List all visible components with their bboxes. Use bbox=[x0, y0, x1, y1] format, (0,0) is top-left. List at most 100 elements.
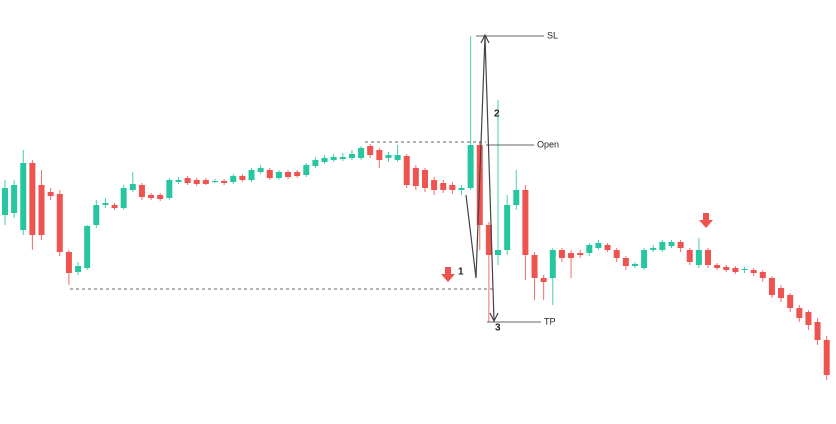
body bbox=[613, 250, 620, 258]
body bbox=[266, 170, 273, 178]
body bbox=[348, 154, 355, 158]
level-label: Open bbox=[537, 139, 559, 149]
body bbox=[440, 183, 447, 190]
candles bbox=[2, 36, 830, 380]
body bbox=[75, 266, 82, 272]
body bbox=[148, 195, 155, 198]
body bbox=[504, 205, 511, 250]
body bbox=[38, 185, 45, 235]
arrowhead-down bbox=[489, 312, 499, 323]
body bbox=[568, 253, 575, 258]
body bbox=[604, 245, 611, 250]
body bbox=[358, 148, 365, 158]
level-label: TP bbox=[544, 316, 556, 326]
body bbox=[787, 295, 794, 308]
body bbox=[11, 185, 18, 213]
body bbox=[814, 322, 821, 340]
body bbox=[376, 150, 383, 160]
body bbox=[102, 203, 109, 205]
body bbox=[303, 165, 310, 175]
body bbox=[321, 158, 328, 162]
body bbox=[257, 168, 264, 172]
body bbox=[641, 250, 648, 268]
body bbox=[202, 180, 209, 184]
body bbox=[230, 176, 237, 182]
body bbox=[84, 226, 91, 268]
level-label: SL bbox=[547, 30, 558, 40]
body bbox=[385, 155, 392, 158]
body bbox=[650, 248, 657, 250]
body bbox=[531, 255, 538, 278]
body bbox=[714, 265, 721, 268]
body bbox=[56, 194, 63, 252]
body bbox=[805, 312, 812, 325]
body bbox=[577, 253, 584, 255]
body bbox=[595, 243, 602, 248]
body bbox=[485, 225, 492, 255]
body bbox=[549, 250, 556, 278]
body bbox=[750, 270, 757, 273]
body bbox=[458, 188, 465, 190]
body bbox=[339, 157, 346, 159]
body bbox=[677, 242, 684, 248]
body bbox=[367, 146, 374, 155]
body bbox=[823, 340, 830, 375]
body bbox=[723, 267, 730, 270]
body bbox=[129, 184, 136, 190]
body bbox=[622, 258, 629, 266]
body bbox=[586, 245, 593, 253]
body bbox=[184, 178, 191, 183]
body bbox=[394, 155, 401, 160]
body bbox=[558, 250, 565, 258]
red-arrow bbox=[699, 213, 713, 228]
body bbox=[20, 163, 27, 230]
body bbox=[138, 185, 145, 197]
annotation: 1 bbox=[458, 267, 464, 278]
body bbox=[668, 242, 675, 246]
body bbox=[157, 195, 164, 199]
body bbox=[768, 278, 775, 295]
body bbox=[285, 172, 292, 177]
body bbox=[275, 172, 282, 178]
body bbox=[248, 170, 255, 180]
body bbox=[741, 269, 748, 270]
body bbox=[239, 176, 246, 180]
body bbox=[312, 160, 319, 166]
body bbox=[120, 188, 127, 208]
body bbox=[778, 288, 785, 298]
body bbox=[93, 205, 100, 225]
body bbox=[221, 181, 228, 183]
body bbox=[467, 145, 474, 188]
body bbox=[695, 250, 702, 265]
body bbox=[421, 170, 428, 188]
zigzag bbox=[465, 35, 495, 321]
body bbox=[631, 264, 638, 266]
body bbox=[732, 268, 739, 272]
body bbox=[330, 157, 337, 160]
body bbox=[403, 156, 410, 185]
body bbox=[111, 205, 118, 208]
body bbox=[540, 278, 547, 282]
arrowhead-up bbox=[480, 33, 490, 44]
body bbox=[513, 190, 520, 205]
body bbox=[522, 190, 529, 255]
body bbox=[47, 192, 54, 196]
body bbox=[449, 185, 456, 190]
body bbox=[705, 250, 712, 265]
levels: SL Open TP bbox=[476, 30, 559, 326]
body bbox=[175, 180, 182, 182]
body bbox=[29, 163, 36, 235]
body bbox=[211, 181, 218, 182]
body bbox=[193, 180, 200, 184]
body bbox=[686, 250, 693, 262]
body bbox=[412, 168, 419, 186]
body bbox=[294, 172, 301, 176]
body bbox=[796, 308, 803, 318]
body bbox=[65, 252, 72, 273]
body bbox=[431, 180, 438, 190]
body bbox=[659, 242, 666, 250]
annotation: 2 bbox=[494, 109, 500, 120]
red-arrow bbox=[441, 267, 455, 282]
